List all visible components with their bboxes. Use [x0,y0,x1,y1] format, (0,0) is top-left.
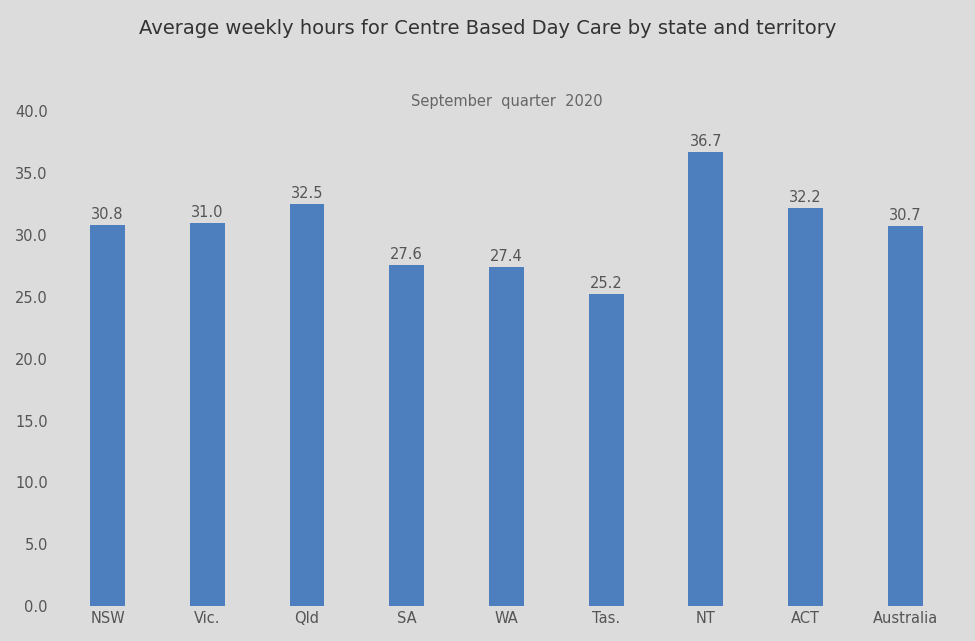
Bar [389,265,424,606]
Text: 31.0: 31.0 [191,204,223,220]
Text: 36.7: 36.7 [689,134,722,149]
Text: 30.8: 30.8 [92,207,124,222]
Text: Average weekly hours for Centre Based Day Care by state and territory: Average weekly hours for Centre Based Da… [138,19,837,38]
Text: 27.4: 27.4 [490,249,523,264]
Bar [190,222,224,606]
Bar [290,204,325,606]
Text: 30.7: 30.7 [889,208,921,223]
Bar [887,226,922,606]
Bar [688,153,723,606]
Bar [788,208,823,606]
Bar [589,294,624,606]
Text: 25.2: 25.2 [590,276,622,292]
Text: 27.6: 27.6 [390,247,423,262]
Text: 32.2: 32.2 [789,190,822,205]
Text: 32.5: 32.5 [291,186,324,201]
Bar [488,267,524,606]
Title: September  quarter  2020: September quarter 2020 [410,94,603,109]
Bar [90,225,125,606]
